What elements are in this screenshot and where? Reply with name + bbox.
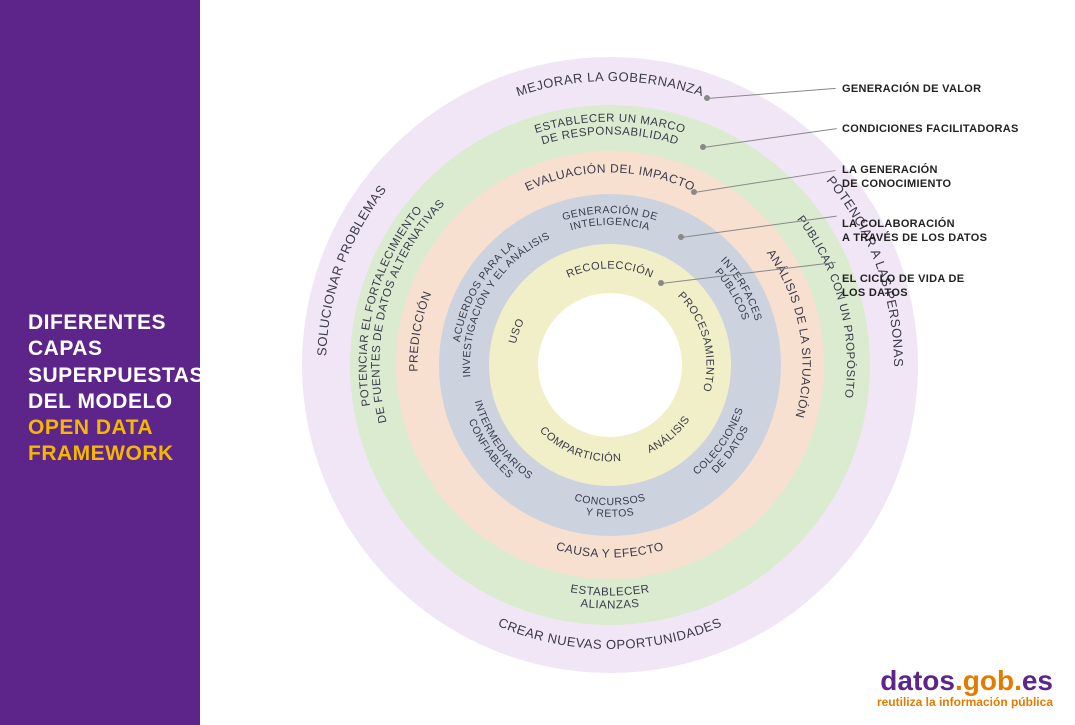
legend-item: GENERACIÓN DE VALOR <box>842 82 1019 96</box>
logo-datos-gob-es: datos.gob.es reutiliza la información pú… <box>877 665 1053 709</box>
legend: GENERACIÓN DE VALOR CONDICIONES FACILITAD… <box>842 82 1019 326</box>
title-line: SUPERPUESTAS <box>28 363 204 389</box>
title-line: DEL MODELO <box>28 389 204 415</box>
logo-subtitle: reutiliza la información pública <box>877 695 1053 709</box>
title-line: DIFERENTES <box>28 310 204 336</box>
legend-item: EL CICLO DE VIDA DELOS DATOS <box>842 272 1019 301</box>
logo-dot: . <box>1014 665 1022 696</box>
center-hole <box>538 293 682 437</box>
logo-gob: gob <box>963 665 1014 696</box>
title-line-accent: FRAMEWORK <box>28 441 204 467</box>
concentric-diagram: MEJORAR LA GOBERNANZAPOTENCIAR A LAS PER… <box>300 55 920 675</box>
legend-item: LA COLABORACIÓNA TRAVÉS DE LOS DATOS <box>842 217 1019 246</box>
logo-es: es <box>1022 665 1053 696</box>
logo-dot: . <box>955 665 963 696</box>
legend-item: CONDICIONES FACILITADORAS <box>842 122 1019 136</box>
logo-datos: datos <box>880 665 955 696</box>
title-line-accent: OPEN DATA <box>28 415 204 441</box>
infographic-title: DIFERENTES CAPAS SUPERPUESTAS DEL MODELO… <box>28 310 204 468</box>
legend-item: LA GENERACIÓNDE CONOCIMIENTO <box>842 163 1019 192</box>
title-line: CAPAS <box>28 336 204 362</box>
